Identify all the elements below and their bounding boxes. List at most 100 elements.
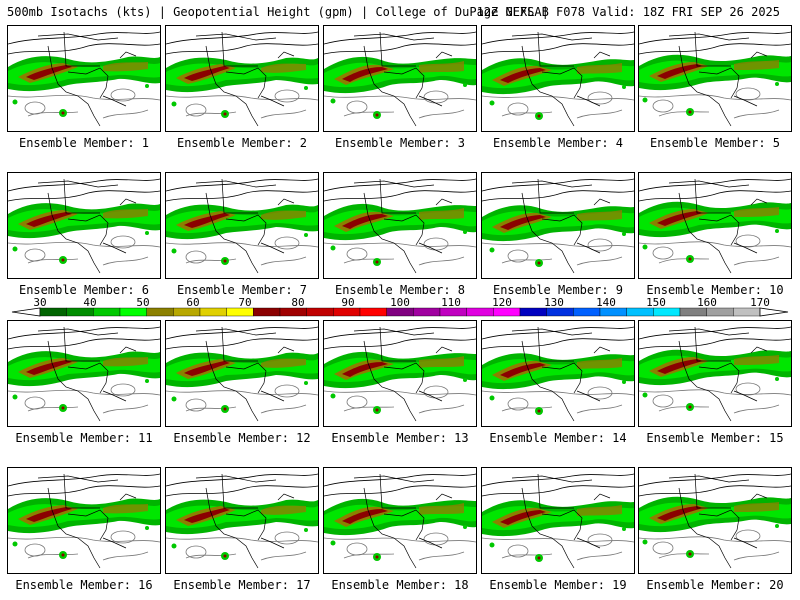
ensemble-member-panel	[638, 320, 792, 427]
ensemble-member-panel	[7, 172, 161, 279]
ensemble-map	[8, 326, 160, 422]
ensemble-map	[482, 473, 634, 569]
colorbar-swatch	[653, 307, 681, 317]
ensemble-member-panel	[638, 172, 792, 279]
colorbar-tick-label: 150	[646, 296, 666, 309]
ensemble-member-label: Ensemble Member: 2	[176, 136, 308, 150]
ensemble-member-label: Ensemble Member: 3	[334, 136, 466, 150]
ensemble-member-label: Ensemble Member: 12	[173, 431, 311, 445]
ensemble-map	[166, 326, 318, 422]
ensemble-member-label: Ensemble Member: 10	[646, 283, 784, 297]
ensemble-member-label: Ensemble Member: 6	[18, 283, 150, 297]
ensemble-map	[324, 31, 476, 127]
colorbar-swatch	[173, 307, 201, 317]
ensemble-member-panel	[7, 25, 161, 132]
ensemble-member-panel	[638, 467, 792, 574]
ensemble-member-panel	[638, 25, 792, 132]
colorbar-swatch	[466, 307, 494, 317]
ensemble-member-panel	[7, 467, 161, 574]
ensemble-map	[8, 178, 160, 274]
colorbar-swatch	[679, 307, 707, 317]
colorbar-swatch	[199, 307, 227, 317]
colorbar-swatch	[146, 307, 174, 317]
ensemble-member-label: Ensemble Member: 13	[331, 431, 469, 445]
ensemble-map	[324, 326, 476, 422]
ensemble-member-panel	[323, 172, 477, 279]
colorbar-swatch	[386, 307, 414, 317]
ensemble-member-panel	[323, 25, 477, 132]
colorbar-swatch	[279, 307, 307, 317]
ensemble-member-panel	[323, 467, 477, 574]
colorbar-swatch	[226, 307, 254, 317]
ensemble-member-panel	[165, 320, 319, 427]
colorbar-swatch	[333, 307, 361, 317]
colorbar-swatch	[119, 307, 147, 317]
ensemble-member-panel	[165, 172, 319, 279]
colorbar-tick-label: 140	[596, 296, 616, 309]
ensemble-member-label: Ensemble Member: 16	[15, 578, 153, 592]
colorbar-swatch	[493, 307, 521, 317]
ensemble-member-label: Ensemble Member: 18	[331, 578, 469, 592]
ensemble-map	[166, 31, 318, 127]
colorbar-swatch	[253, 307, 281, 317]
ensemble-map	[324, 178, 476, 274]
colorbar-left-arrow	[11, 307, 41, 317]
ensemble-member-label: Ensemble Member: 17	[173, 578, 311, 592]
model-run-info: 12Z GEFS | F078 Valid: 18Z FRI SEP 26 20…	[476, 5, 780, 19]
ensemble-member-panel	[323, 320, 477, 427]
colorbar-tick-label: 30	[33, 296, 47, 309]
colorbar-tick-label: 100	[390, 296, 410, 309]
ensemble-member-panel	[165, 25, 319, 132]
colorbar-swatch	[93, 307, 121, 317]
colorbar-tick-label: 110	[441, 296, 461, 309]
colorbar-swatch	[626, 307, 654, 317]
ensemble-member-label: Ensemble Member: 7	[176, 283, 308, 297]
ensemble-member-panel	[481, 25, 635, 132]
ensemble-map	[324, 473, 476, 569]
colorbar-tick-label: 170	[750, 296, 770, 309]
ensemble-map	[8, 473, 160, 569]
colorbar-swatch	[413, 307, 441, 317]
ensemble-map	[639, 326, 791, 422]
colorbar-swatch	[66, 307, 94, 317]
ensemble-member-label: Ensemble Member: 15	[646, 431, 784, 445]
colorbar-tick-label: 130	[544, 296, 564, 309]
ensemble-map	[166, 178, 318, 274]
ensemble-map	[166, 473, 318, 569]
ensemble-member-label: Ensemble Member: 14	[489, 431, 627, 445]
ensemble-map	[639, 31, 791, 127]
colorbar-tick-label: 120	[492, 296, 512, 309]
colorbar-swatch	[706, 307, 734, 317]
colorbar-tick-label: 40	[83, 296, 97, 309]
colorbar-swatch	[733, 307, 761, 317]
colorbar-right-arrow	[759, 307, 789, 317]
ensemble-member-panel	[481, 467, 635, 574]
ensemble-member-panel	[7, 320, 161, 427]
colorbar-tick-label: 50	[136, 296, 150, 309]
ensemble-member-label: Ensemble Member: 9	[492, 283, 624, 297]
colorbar-tick-label: 60	[186, 296, 200, 309]
colorbar-swatch	[306, 307, 334, 317]
colorbar-tick-label: 80	[291, 296, 305, 309]
colorbar-swatch	[359, 307, 387, 317]
colorbar-swatch	[39, 307, 67, 317]
ensemble-member-label: Ensemble Member: 5	[649, 136, 781, 150]
wind-speed-colorbar	[11, 307, 789, 317]
ensemble-map	[8, 31, 160, 127]
colorbar-tick-label: 90	[341, 296, 355, 309]
ensemble-member-label: Ensemble Member: 1	[18, 136, 150, 150]
ensemble-member-label: Ensemble Member: 8	[334, 283, 466, 297]
ensemble-map	[482, 178, 634, 274]
colorbar-swatch	[546, 307, 574, 317]
ensemble-map	[639, 178, 791, 274]
ensemble-member-label: Ensemble Member: 4	[492, 136, 624, 150]
colorbar-swatch	[573, 307, 601, 317]
map-title: 500mb Isotachs (kts) | Geopotential Heig…	[7, 5, 549, 19]
ensemble-member-label: Ensemble Member: 11	[15, 431, 153, 445]
ensemble-member-panel	[481, 172, 635, 279]
colorbar-tick-label: 160	[697, 296, 717, 309]
colorbar-swatch	[439, 307, 467, 317]
ensemble-member-label: Ensemble Member: 20	[646, 578, 784, 592]
colorbar-swatch	[599, 307, 627, 317]
ensemble-member-panel	[165, 467, 319, 574]
